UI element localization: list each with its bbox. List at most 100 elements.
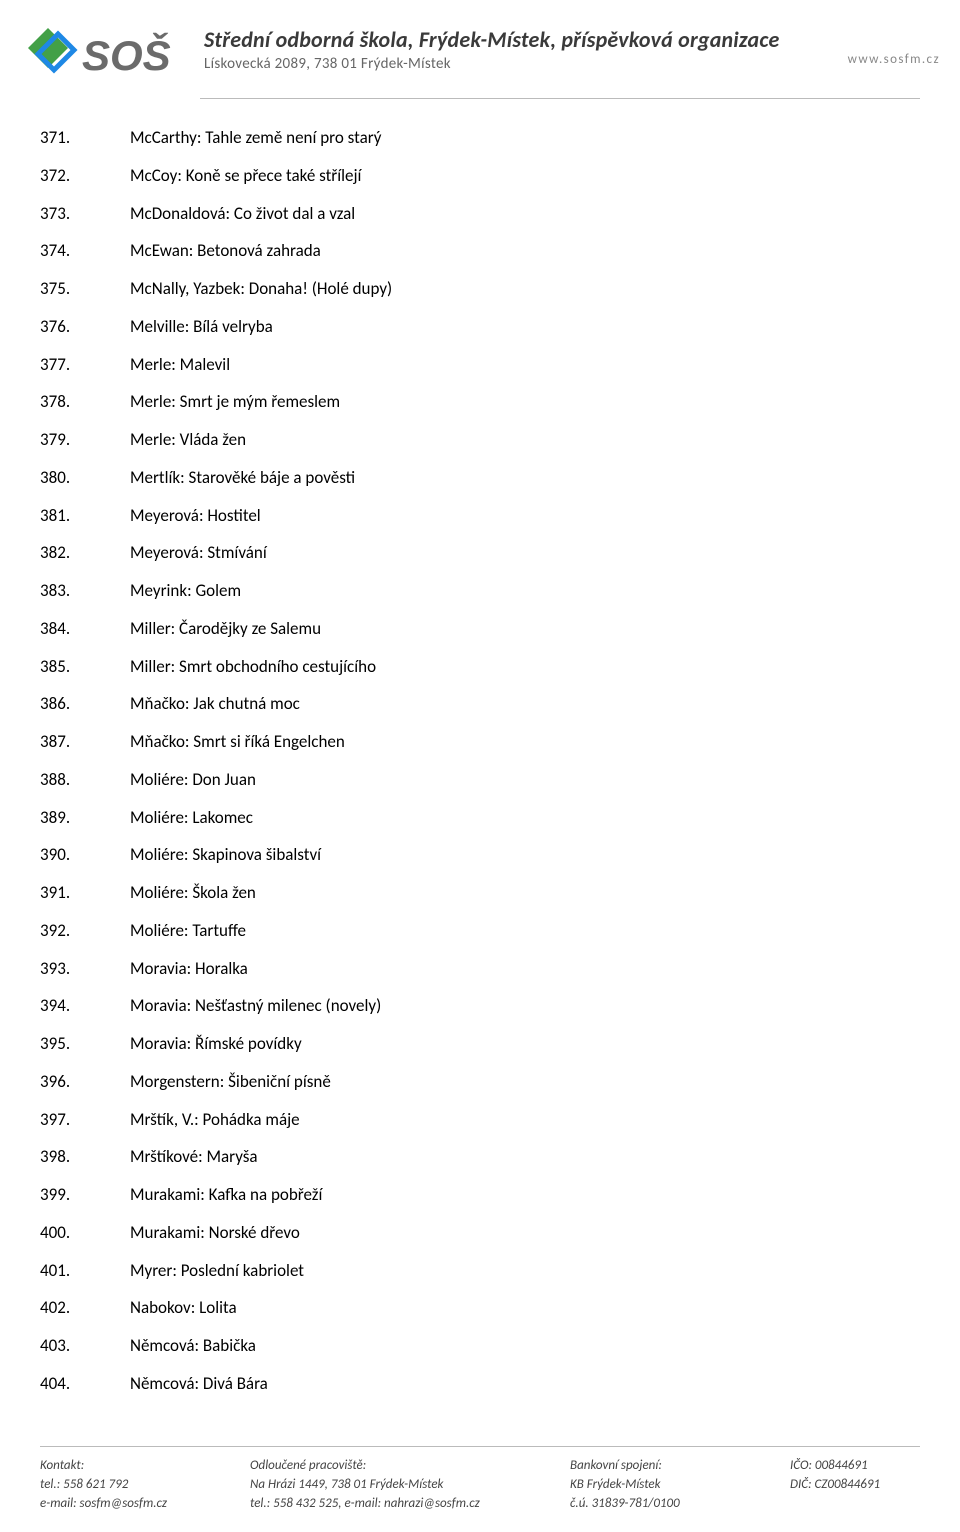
list-item-number: 383.: [40, 580, 130, 601]
list-item-number: 393.: [40, 958, 130, 979]
list-item: 394.Moravia: Nešťastný milenec (novely): [40, 995, 920, 1016]
list-item-title: Morgenstern: Šibeniční písně: [130, 1071, 920, 1092]
list-item-title: Merle: Vláda žen: [130, 429, 920, 450]
list-item: 374.McEwan: Betonová zahrada: [40, 240, 920, 261]
list-item-title: Merle: Smrt je mým řemeslem: [130, 391, 920, 412]
list-item: 397.Mrštík, V.: Pohádka máje: [40, 1109, 920, 1130]
list-item-number: 395.: [40, 1033, 130, 1054]
page-header: SOŠ Střední odborná škola, Frýdek-Místek…: [0, 0, 960, 98]
school-title: Střední odborná škola, Frýdek-Místek, př…: [204, 26, 834, 53]
list-item-title: Murakami: Norské dřevo: [130, 1222, 920, 1243]
list-item-number: 399.: [40, 1184, 130, 1205]
footer-line: IČO: 00844691: [790, 1457, 920, 1476]
list-item: 399.Murakami: Kafka na pobřeží: [40, 1184, 920, 1205]
school-address: Lískovecká 2089, 738 01 Frýdek-Místek: [204, 55, 834, 73]
list-item: 383.Meyrink: Golem: [40, 580, 920, 601]
list-item: 400.Murakami: Norské dřevo: [40, 1222, 920, 1243]
list-item-number: 380.: [40, 467, 130, 488]
list-item-number: 386.: [40, 693, 130, 714]
list-item-title: Melville: Bílá velryba: [130, 316, 920, 337]
footer-line: KB Frýdek-Místek: [570, 1476, 790, 1495]
list-item: 386.Mňačko: Jak chutná moc: [40, 693, 920, 714]
header-text-block: Střední odborná škola, Frýdek-Místek, př…: [204, 18, 834, 73]
list-item-number: 403.: [40, 1335, 130, 1356]
list-item-title: McCarthy: Tahle země není pro starý: [130, 127, 920, 148]
list-item-title: Miller: Čarodějky ze Salemu: [130, 618, 920, 639]
list-item: 379.Merle: Vláda žen: [40, 429, 920, 450]
list-item: 393.Moravia: Horalka: [40, 958, 920, 979]
list-item-number: 400.: [40, 1222, 130, 1243]
list-item-title: Němcová: Babička: [130, 1335, 920, 1356]
list-item-number: 378.: [40, 391, 130, 412]
list-item-number: 381.: [40, 505, 130, 526]
footer-branch: Odloučené pracoviště: Na Hrázi 1449, 738…: [250, 1457, 570, 1514]
footer-line: č.ú. 31839-781/0100: [570, 1495, 790, 1514]
list-item: 377.Merle: Malevil: [40, 354, 920, 375]
list-item: 387.Mňačko: Smrt si říká Engelchen: [40, 731, 920, 752]
list-item: 391.Moliére: Škola žen: [40, 882, 920, 903]
list-item-title: Meyerová: Hostitel: [130, 505, 920, 526]
list-item: 404.Němcová: Divá Bára: [40, 1373, 920, 1394]
list-item: 388.Moliére: Don Juan: [40, 769, 920, 790]
list-item: 378.Merle: Smrt je mým řemeslem: [40, 391, 920, 412]
list-item-number: 398.: [40, 1146, 130, 1167]
list-item-title: Moliére: Tartuffe: [130, 920, 920, 941]
footer-label: Bankovní spojení:: [570, 1457, 790, 1476]
list-item-title: Moliére: Škola žen: [130, 882, 920, 903]
list-item: 392.Moliére: Tartuffe: [40, 920, 920, 941]
list-item-number: 371.: [40, 127, 130, 148]
list-item-number: 396.: [40, 1071, 130, 1092]
list-item-number: 379.: [40, 429, 130, 450]
list-item-number: 401.: [40, 1260, 130, 1281]
footer-bank: Bankovní spojení: KB Frýdek-Místek č.ú. …: [570, 1457, 790, 1514]
list-item-number: 385.: [40, 656, 130, 677]
footer-label: Odloučené pracoviště:: [250, 1457, 570, 1476]
svg-text:SOŠ: SOŠ: [82, 31, 171, 79]
list-item-number: 388.: [40, 769, 130, 790]
school-logo: SOŠ: [20, 18, 190, 88]
list-item-number: 377.: [40, 354, 130, 375]
list-item-title: Moliére: Skapinova šibalství: [130, 844, 920, 865]
list-item-title: McDonaldová: Co život dal a vzal: [130, 203, 920, 224]
list-item: 385.Miller: Smrt obchodního cestujícího: [40, 656, 920, 677]
list-item-number: 373.: [40, 203, 130, 224]
list-item-number: 374.: [40, 240, 130, 261]
list-item: 371.McCarthy: Tahle země není pro starý: [40, 127, 920, 148]
list-item: 401.Myrer: Poslední kabriolet: [40, 1260, 920, 1281]
footer-divider: [40, 1446, 920, 1447]
list-item-title: Murakami: Kafka na pobřeží: [130, 1184, 920, 1205]
list-item-number: 402.: [40, 1297, 130, 1318]
list-item: 373.McDonaldová: Co život dal a vzal: [40, 203, 920, 224]
list-item: 376.Melville: Bílá velryba: [40, 316, 920, 337]
list-item-title: Meyerová: Stmívání: [130, 542, 920, 563]
list-item: 381.Meyerová: Hostitel: [40, 505, 920, 526]
list-item: 398.Mrštíkové: Maryša: [40, 1146, 920, 1167]
list-item: 372.McCoy: Koně se přece také střílejí: [40, 165, 920, 186]
list-item-number: 376.: [40, 316, 130, 337]
list-item-number: 390.: [40, 844, 130, 865]
list-item-number: 375.: [40, 278, 130, 299]
list-item-number: 397.: [40, 1109, 130, 1130]
list-item: 389.Moliére: Lakomec: [40, 807, 920, 828]
list-item-title: Mrštíkové: Maryša: [130, 1146, 920, 1167]
list-item-title: McEwan: Betonová zahrada: [130, 240, 920, 261]
list-item: 390.Moliére: Skapinova šibalství: [40, 844, 920, 865]
list-item-title: Mertlík: Starověké báje a pověsti: [130, 467, 920, 488]
list-item-number: 392.: [40, 920, 130, 941]
list-item-title: Moliére: Don Juan: [130, 769, 920, 790]
list-item-number: 372.: [40, 165, 130, 186]
list-item-number: 389.: [40, 807, 130, 828]
footer-ids: IČO: 00844691 DIČ: CZ00844691: [790, 1457, 920, 1514]
list-item-title: McCoy: Koně se přece také střílejí: [130, 165, 920, 186]
list-item-title: Miller: Smrt obchodního cestujícího: [130, 656, 920, 677]
list-item-title: Moravia: Římské povídky: [130, 1033, 920, 1054]
list-item: 380.Mertlík: Starověké báje a pověsti: [40, 467, 920, 488]
footer-contact: Kontakt: tel.: 558 621 792 e-mail: sosfm…: [40, 1457, 250, 1514]
list-item-title: Mňačko: Jak chutná moc: [130, 693, 920, 714]
list-item-number: 391.: [40, 882, 130, 903]
list-item-number: 394.: [40, 995, 130, 1016]
page-footer: Kontakt: tel.: 558 621 792 e-mail: sosfm…: [0, 1446, 960, 1514]
list-item-title: McNally, Yazbek: Donaha! (Holé dupy): [130, 278, 920, 299]
list-item-title: Moravia: Horalka: [130, 958, 920, 979]
footer-line: DIČ: CZ00844691: [790, 1476, 920, 1495]
